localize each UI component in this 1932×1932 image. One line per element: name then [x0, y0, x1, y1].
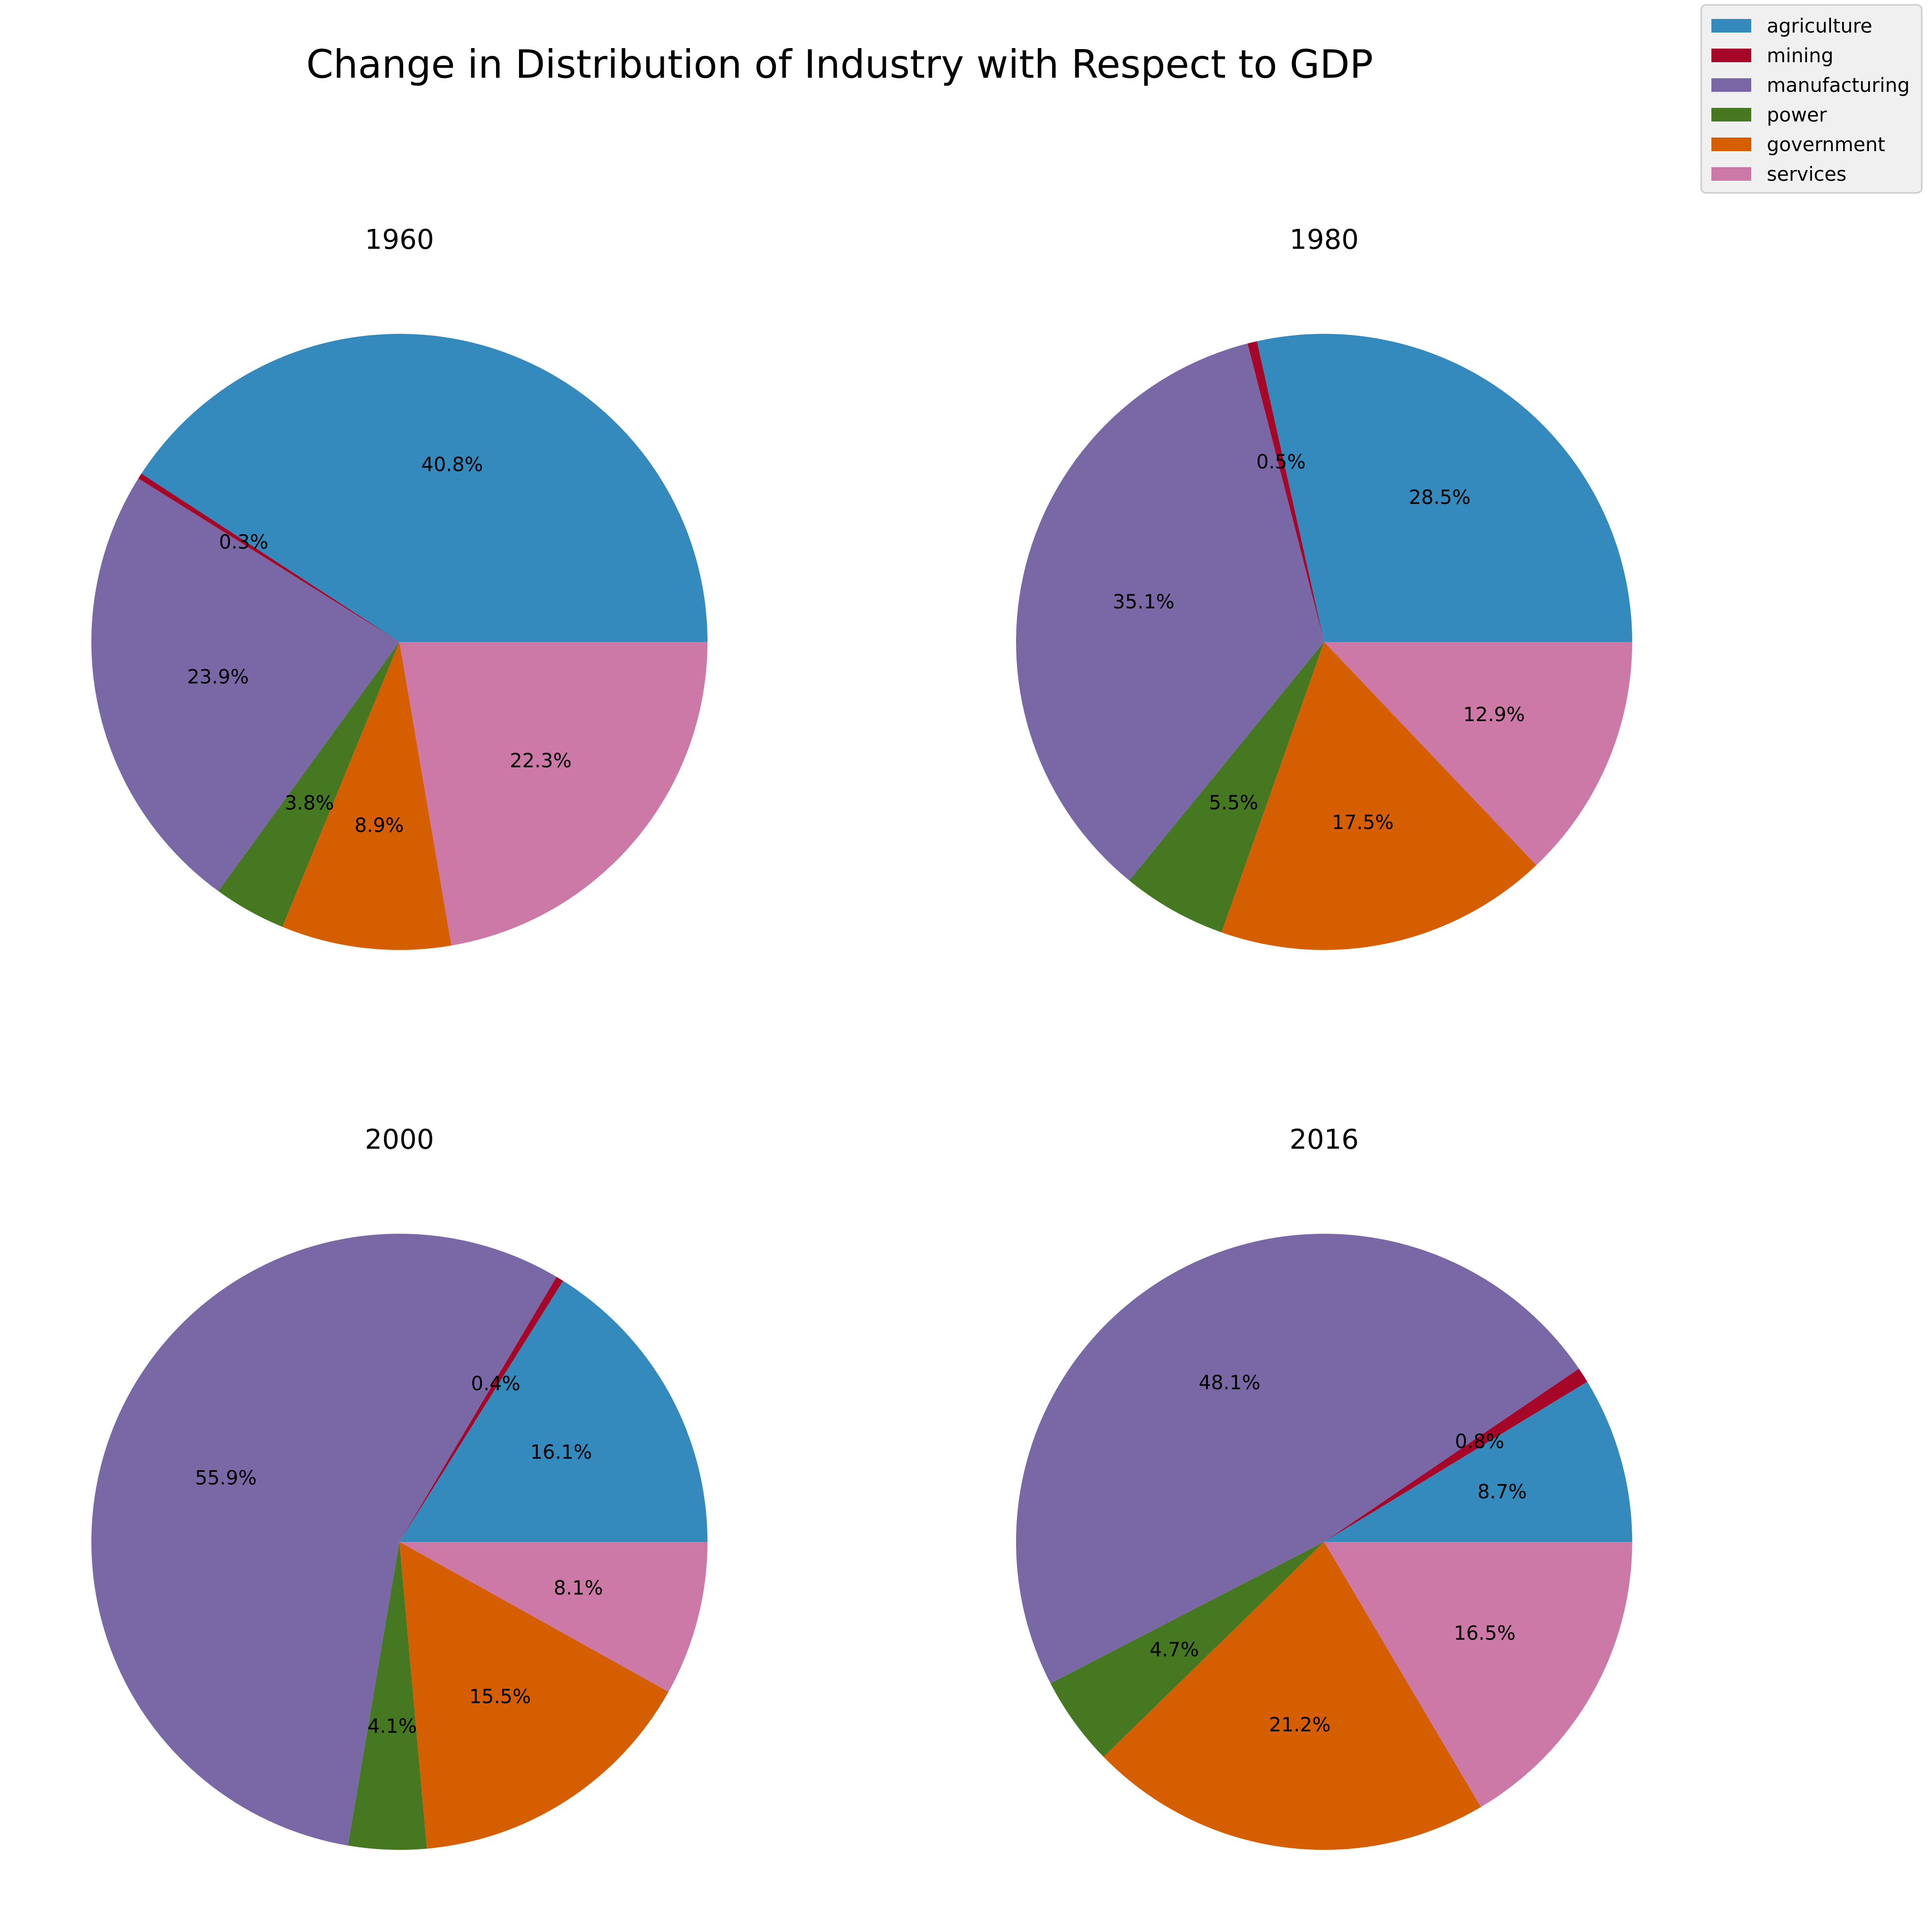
slice-2000-power — [348, 1542, 427, 1850]
pct-label-1980-manufacturing: 35.1% — [1113, 591, 1174, 613]
pct-label-2000-agriculture: 16.1% — [530, 1441, 592, 1464]
slice-1980-services — [1324, 642, 1632, 865]
pct-label-2016-manufacturing: 48.1% — [1199, 1372, 1260, 1394]
slice-2016-agriculture — [1324, 1381, 1632, 1542]
slice-1980-agriculture — [1257, 334, 1632, 642]
slice-1960-power — [218, 642, 399, 927]
pie-2000: 16.1% 0.4% 55.9% 4.1% 15.5% 8.1% 2000 — [91, 1124, 707, 1850]
pct-label-2000-services: 8.1% — [553, 1577, 603, 1600]
pct-label-1980-agriculture: 28.5% — [1409, 486, 1470, 509]
legend-swatch-services — [1711, 167, 1751, 181]
legend-label-agriculture: agriculture — [1767, 15, 1872, 37]
slice-2016-services — [1324, 1542, 1632, 1807]
legend: agriculture mining manufacturing power gover… — [1700, 4, 1923, 194]
pie-1960: 40.8% 0.3% 23.9% 3.8% 8.9% 22.3% 1960 — [91, 224, 707, 950]
slice-2016-manufacturing — [1016, 1233, 1579, 1684]
legend-label-government: government — [1767, 134, 1885, 156]
pie-title-1980: 1980 — [1290, 224, 1359, 256]
legend-label-services: services — [1767, 163, 1846, 186]
legend-swatch-agriculture — [1711, 19, 1751, 33]
slice-1960-government — [282, 642, 452, 950]
slice-1960-agriculture — [141, 334, 707, 642]
legend-box — [1700, 4, 1923, 194]
pct-label-2016-mining: 0.8% — [1455, 1431, 1504, 1453]
slice-2000-agriculture — [399, 1280, 707, 1542]
pct-label-2016-power: 4.7% — [1150, 1639, 1199, 1661]
slice-2000-government — [399, 1542, 669, 1849]
slice-2000-services — [399, 1542, 707, 1692]
slice-1980-manufacturing — [1016, 343, 1324, 881]
legend-swatch-mining — [1711, 49, 1751, 62]
pie-title-2016: 2016 — [1290, 1124, 1359, 1156]
pie-title-2000: 2000 — [365, 1124, 434, 1156]
pie-title-1960: 1960 — [365, 224, 434, 256]
slice-2016-mining — [1324, 1368, 1587, 1542]
pct-label-1960-agriculture: 40.8% — [421, 453, 483, 476]
legend-label-power: power — [1767, 104, 1827, 126]
pct-label-1960-services: 22.3% — [510, 750, 571, 772]
pct-label-2000-manufacturing: 55.9% — [195, 1467, 257, 1489]
pct-label-1960-mining: 0.3% — [219, 531, 269, 553]
pct-label-1960-manufacturing: 23.9% — [187, 666, 249, 688]
pct-label-1980-power: 5.5% — [1209, 792, 1259, 814]
pct-label-1980-services: 12.9% — [1463, 704, 1525, 726]
slice-1980-government — [1221, 642, 1536, 950]
pct-label-1980-government: 17.5% — [1332, 811, 1394, 834]
slice-1960-mining — [138, 473, 399, 642]
slice-2000-mining — [399, 1276, 563, 1542]
pie-1980: 28.5% 0.5% 35.1% 5.5% 17.5% 12.9% 1980 — [1016, 224, 1632, 950]
pies-group: 40.8% 0.3% 23.9% 3.8% 8.9% 22.3% 1960 28.5% 0.5%… — [91, 224, 1632, 1850]
slice-1960-manufacturing — [91, 478, 400, 891]
legend-swatch-manufacturing — [1711, 78, 1751, 92]
pie-2016: 8.7% 0.8% 48.1% 4.7% 21.2% 16.5% 2016 — [1016, 1124, 1632, 1850]
pct-label-1960-power: 3.8% — [285, 792, 334, 814]
legend-label-mining: mining — [1767, 45, 1833, 67]
pct-label-1960-government: 8.9% — [354, 814, 404, 837]
legend-swatch-power — [1711, 108, 1751, 121]
slice-1980-power — [1129, 642, 1324, 932]
slice-1960-services — [399, 642, 707, 946]
slice-2000-manufacturing — [91, 1233, 557, 1846]
slice-2016-government — [1104, 1542, 1481, 1850]
pct-label-2016-government: 21.2% — [1269, 1714, 1330, 1736]
legend-label-manufacturing: manufacturing — [1767, 74, 1910, 97]
pct-label-2016-services: 16.5% — [1454, 1622, 1516, 1644]
pct-label-2016-agriculture: 8.7% — [1477, 1481, 1527, 1503]
slice-2016-power — [1050, 1542, 1324, 1757]
pct-label-1980-mining: 0.5% — [1256, 451, 1306, 473]
pct-label-2000-mining: 0.4% — [471, 1373, 520, 1395]
slice-1980-mining — [1247, 341, 1324, 642]
pct-label-2000-government: 15.5% — [469, 1686, 531, 1708]
legend-swatch-government — [1711, 138, 1751, 151]
pct-label-2000-power: 4.1% — [367, 1715, 417, 1738]
chart-title: Change in Distribution of Industry with … — [306, 42, 1373, 87]
